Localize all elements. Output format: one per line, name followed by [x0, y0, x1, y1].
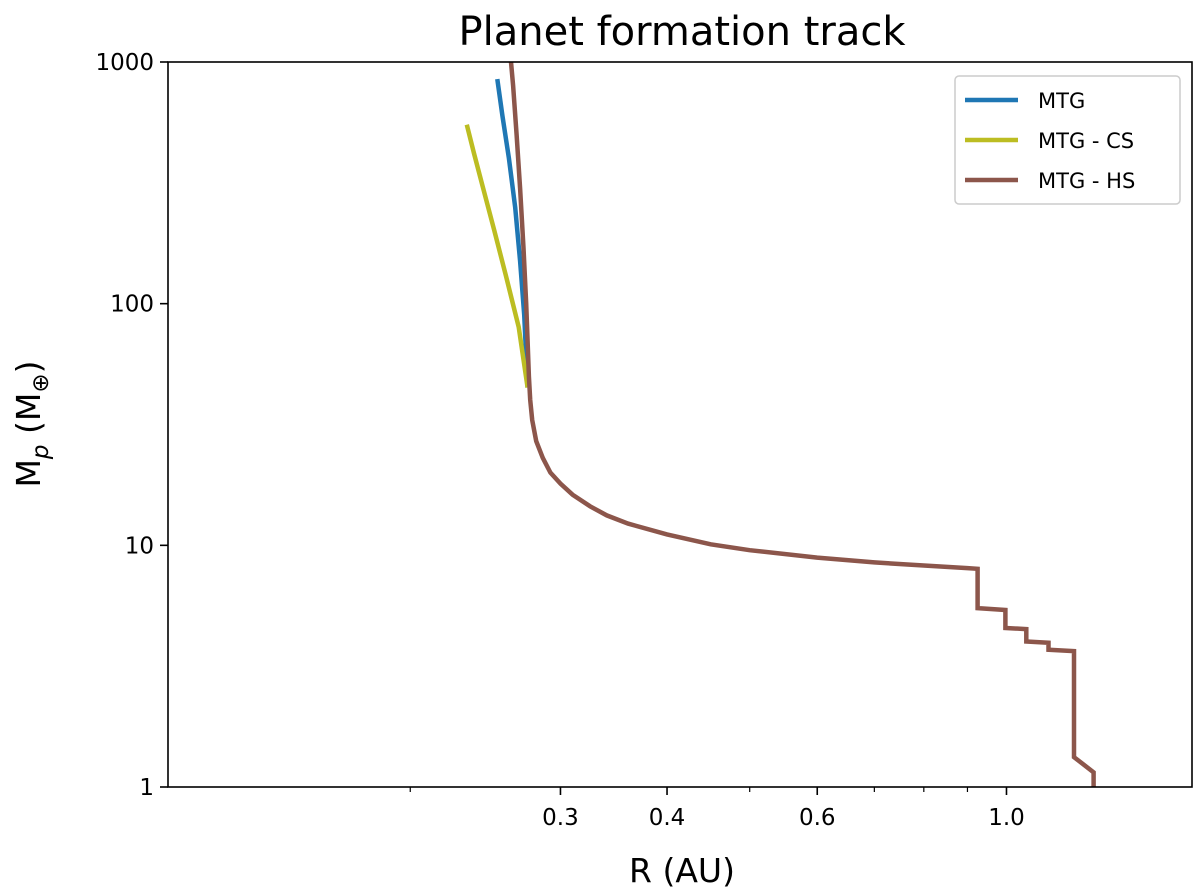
plot-frame	[167, 61, 1193, 788]
y-axis-label-unit-sub: ⊕	[28, 373, 54, 392]
x-tick-label: 1.0	[988, 805, 1025, 831]
legend-label: MTG	[1038, 89, 1085, 113]
y-axis-label-unit-prefix: (M	[9, 393, 48, 445]
y-tick-label: 1	[139, 775, 154, 801]
y-tick-label: 10	[125, 533, 154, 559]
legend: MTG MTG - CS MTG - HS	[954, 75, 1181, 205]
y-axis-label-main: M	[9, 459, 48, 487]
series-line-mtg-hs	[508, 62, 1096, 787]
y-tick-label: 100	[110, 292, 154, 318]
y-tick-label: 1000	[95, 50, 154, 76]
ticks-layer: 0.3 0.4 0.6 1.0 1 10 100 1000	[95, 50, 1024, 831]
series-line-mtg	[495, 78, 530, 388]
x-tick-label: 0.3	[542, 805, 579, 831]
series-line-mtg-cs	[464, 124, 530, 388]
legend-box	[954, 75, 1181, 205]
y-axis-label-unit-suffix: )	[9, 360, 48, 373]
x-tick-label: 0.6	[799, 805, 836, 831]
x-axis-label: R (AU)	[629, 851, 735, 890]
y-axis-label-sub: p	[28, 444, 54, 460]
x-tick-label: 0.4	[649, 805, 686, 831]
chart-title: Planet formation track	[458, 9, 906, 55]
legend-label: MTG - HS	[1038, 169, 1135, 193]
legend-label: MTG - CS	[1038, 129, 1134, 153]
series-layer	[464, 62, 1096, 787]
y-axis-label: Mp (M⊕)	[9, 360, 54, 487]
